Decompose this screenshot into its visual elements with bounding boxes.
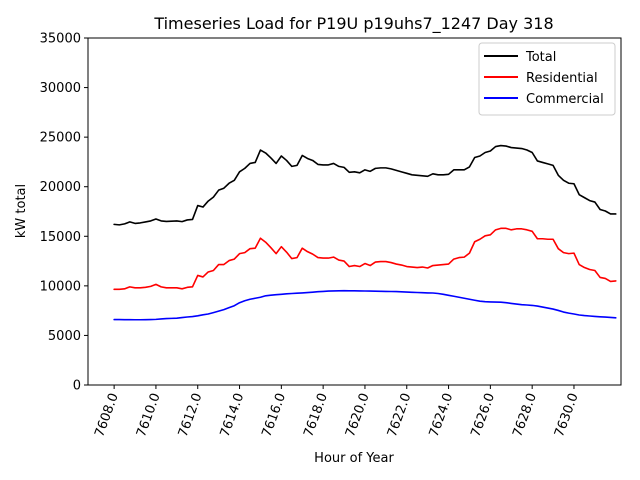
series-line-commercial <box>113 289 617 321</box>
x-tick-label: 7626.0 <box>468 391 498 439</box>
series-layer <box>113 144 617 321</box>
plot-frame <box>87 37 622 386</box>
x-tick-label: 7618.0 <box>301 391 331 439</box>
x-tick-label: 7616.0 <box>259 391 289 439</box>
y-axis-ticks: 0 5000 10000 15000 20000 25000 30000 35000 <box>40 32 88 394</box>
y-tick-label: 15000 <box>40 230 81 245</box>
y-tick-label: 20000 <box>40 180 81 195</box>
legend-label-total: Total <box>525 50 556 65</box>
series-line-residential <box>113 227 617 291</box>
series-line-total <box>113 144 617 226</box>
x-tick-label: 7628.0 <box>510 391 540 439</box>
x-tick-label: 7624.0 <box>427 391 457 439</box>
y-tick-label: 0 <box>73 379 81 394</box>
x-tick-label: 7610.0 <box>134 391 164 439</box>
y-tick-label: 30000 <box>40 81 81 96</box>
y-tick-label: 25000 <box>40 131 81 146</box>
x-axis-ticks: 7608.0 7610.0 7612.0 7614.0 7616.0 7618.0 7620… <box>92 385 582 439</box>
legend-label-commercial: Commercial <box>526 92 604 107</box>
legend: Total Residential Commercial <box>478 42 616 116</box>
x-tick-label: 7630.0 <box>552 391 582 439</box>
y-tick-label: 35000 <box>40 32 81 47</box>
y-axis-label: kW total <box>14 184 29 238</box>
x-tick-label: 7608.0 <box>92 391 122 439</box>
x-tick-label: 7622.0 <box>385 391 415 439</box>
plot-area <box>87 37 622 386</box>
y-tick-label: 5000 <box>48 329 81 344</box>
legend-label-residential: Residential <box>526 71 598 86</box>
x-tick-label: 7614.0 <box>218 391 248 439</box>
y-tick-label: 10000 <box>40 279 81 294</box>
x-tick-label: 7612.0 <box>176 391 206 439</box>
x-axis-label: Hour of Year <box>314 451 394 466</box>
chart-title: Timeseries Load for P19U p19uhs7_1247 Da… <box>153 14 553 34</box>
x-tick-label: 7620.0 <box>343 391 373 439</box>
